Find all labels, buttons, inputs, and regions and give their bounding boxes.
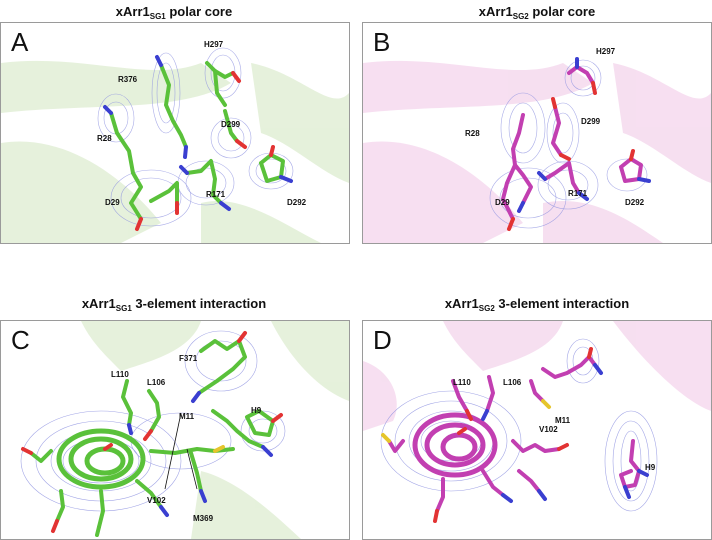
label-d292: D292 (287, 198, 307, 207)
label-d29: D29 (105, 198, 120, 207)
panel-b: H297 R28 D299 D29 R171 D292 B (362, 22, 712, 244)
label-d299: D299 (581, 117, 601, 126)
label-r28: R28 (97, 134, 112, 143)
label-h9: H9 (645, 463, 656, 472)
label-r171: R171 (568, 189, 588, 198)
panel-d: L110 L106 M11 V102 H9 D (362, 320, 712, 540)
panel-letter: B (373, 27, 391, 57)
label-r28: R28 (465, 129, 480, 138)
label-m369: M369 (193, 514, 214, 523)
panel-b-title: xArr1SG2 polar core (478, 4, 596, 21)
label-r171: R171 (206, 190, 226, 199)
label-v102: V102 (539, 425, 558, 434)
panel-c: F371 L110 L106 M11 H9 V102 M369 C (0, 320, 350, 540)
label-f371: F371 (179, 354, 198, 363)
label-h297: H297 (596, 47, 616, 56)
label-d292: D292 (625, 198, 645, 207)
label-v102: V102 (147, 496, 166, 505)
label-r376: R376 (118, 75, 138, 84)
label-m11: M11 (555, 416, 571, 425)
label-m11: M11 (179, 412, 195, 421)
panel-c-structure: F371 L110 L106 M11 H9 V102 M369 (20, 321, 349, 539)
panel-d-title: xArr1SG2 3-element interaction (444, 296, 630, 313)
label-d299: D299 (221, 120, 241, 129)
panel-a-title: xArr1SG1 polar core (115, 4, 233, 21)
label-l106: L106 (503, 378, 522, 387)
panel-a-structure: R376 H297 D299 R28 D292 R171 D29 (1, 40, 349, 243)
panel-b-structure: H297 R28 D299 D29 R171 D292 (363, 47, 711, 243)
label-l110: L110 (111, 370, 129, 379)
label-d29: D29 (495, 198, 510, 207)
panel-c-title: xArr1SG1 3-element interaction (81, 296, 267, 313)
panel-d-structure: L110 L106 M11 V102 H9 (363, 321, 711, 523)
label-l106: L106 (147, 378, 166, 387)
label-h9: H9 (251, 406, 262, 415)
label-l110: L110 (453, 378, 471, 387)
panel-letter: C (11, 325, 30, 355)
label-h297: H297 (204, 40, 224, 49)
panel-letter: A (11, 27, 29, 57)
panel-letter: D (373, 325, 392, 355)
panel-a: R376 H297 D299 R28 D292 R171 D29 A (0, 22, 350, 244)
